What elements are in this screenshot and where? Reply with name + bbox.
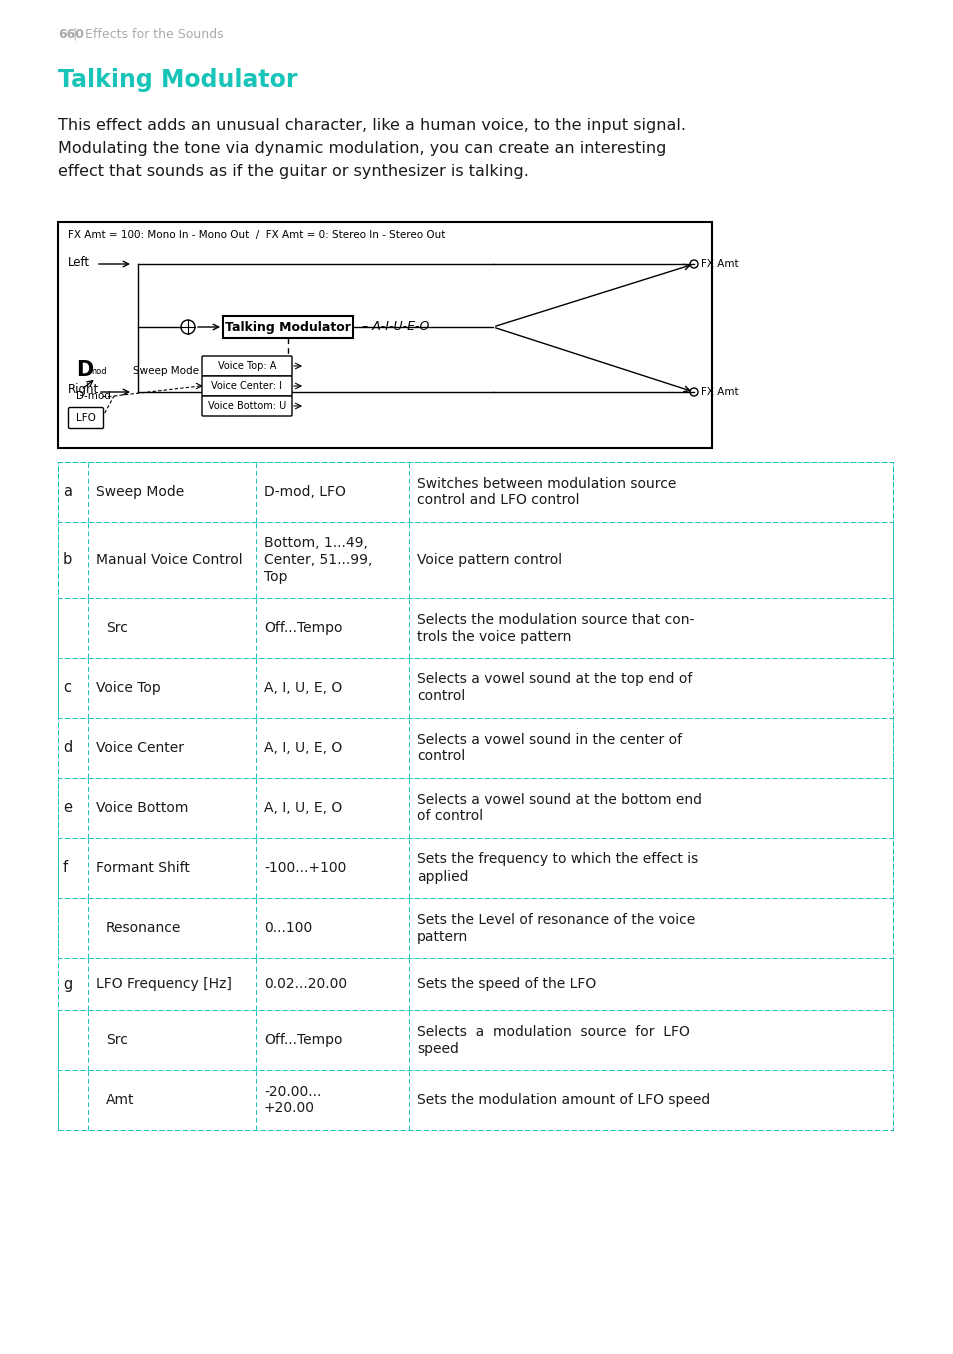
Text: Sets the Level of resonance of the voice: Sets the Level of resonance of the voice [416, 913, 695, 926]
Text: Sweep Mode: Sweep Mode [96, 485, 184, 500]
Text: FX Amt = 100: Mono In - Mono Out  /  FX Amt = 0: Stereo In - Stereo Out: FX Amt = 100: Mono In - Mono Out / FX Am… [68, 230, 445, 240]
Text: +20.00: +20.00 [264, 1102, 314, 1116]
Text: Effects for the Sounds: Effects for the Sounds [85, 28, 223, 41]
Text: 0.02...20.00: 0.02...20.00 [264, 978, 347, 991]
Text: Voice Bottom: U: Voice Bottom: U [208, 401, 286, 412]
Text: Left: Left [68, 256, 90, 268]
Text: speed: speed [416, 1041, 458, 1056]
Text: – A-I-U-E-O: – A-I-U-E-O [357, 321, 429, 333]
Text: Modulating the tone via dynamic modulation, you can create an interesting: Modulating the tone via dynamic modulati… [58, 141, 666, 156]
Text: Selects a vowel sound in the center of: Selects a vowel sound in the center of [416, 733, 681, 746]
Text: c: c [63, 681, 71, 696]
Text: control: control [416, 750, 465, 764]
Text: Sets the modulation amount of LFO speed: Sets the modulation amount of LFO speed [416, 1093, 709, 1108]
Text: Selects  a  modulation  source  for  LFO: Selects a modulation source for LFO [416, 1025, 689, 1039]
Text: Selects a vowel sound at the bottom end: Selects a vowel sound at the bottom end [416, 792, 701, 807]
Bar [58, 222, 711, 448]
Text: Voice Center: I: Voice Center: I [212, 380, 282, 391]
Text: Talking Modulator: Talking Modulator [58, 68, 297, 92]
Text: effect that sounds as if the guitar or synthesizer is talking.: effect that sounds as if the guitar or s… [58, 164, 528, 179]
Text: Selects a vowel sound at the top end of: Selects a vowel sound at the top end of [416, 673, 692, 686]
Text: Voice Top: Voice Top [96, 681, 161, 695]
Text: Center, 51...99,: Center, 51...99, [264, 552, 372, 567]
Text: of control: of control [416, 810, 482, 823]
Text: f: f [63, 861, 68, 876]
Bar [58, 959, 892, 1010]
Text: Right: Right [68, 383, 99, 397]
Text: 660: 660 [58, 28, 84, 41]
Text: A, I, U, E, O: A, I, U, E, O [264, 741, 342, 756]
FancyBboxPatch shape [202, 356, 292, 376]
Text: Talking Modulator: Talking Modulator [225, 321, 351, 333]
Text: 0...100: 0...100 [264, 921, 312, 936]
Bar [58, 1070, 892, 1131]
Text: Off...Tempo: Off...Tempo [264, 621, 342, 635]
Text: -100...+100: -100...+100 [264, 861, 346, 875]
Text: Manual Voice Control: Manual Voice Control [96, 552, 242, 567]
Text: b: b [63, 552, 72, 567]
Bar [58, 838, 892, 898]
Text: FX Amt: FX Amt [700, 387, 738, 397]
Text: Src: Src [106, 621, 128, 635]
Text: Formant Shift: Formant Shift [96, 861, 190, 875]
Text: Voice Top: A: Voice Top: A [217, 362, 276, 371]
FancyBboxPatch shape [202, 395, 292, 416]
Text: -20.00...: -20.00... [264, 1085, 321, 1098]
Text: Voice Bottom: Voice Bottom [96, 802, 188, 815]
Text: Amt: Amt [106, 1093, 134, 1108]
Bar [223, 315, 353, 338]
Text: D: D [76, 360, 93, 380]
FancyBboxPatch shape [69, 408, 103, 428]
Text: Sets the speed of the LFO: Sets the speed of the LFO [416, 978, 596, 991]
Bar [58, 658, 892, 718]
Text: control and LFO control: control and LFO control [416, 493, 578, 508]
Text: A, I, U, E, O: A, I, U, E, O [264, 681, 342, 695]
Text: Switches between modulation source: Switches between modulation source [416, 477, 676, 490]
Bar [58, 898, 892, 959]
Text: trols the voice pattern: trols the voice pattern [416, 630, 571, 643]
Text: Top: Top [264, 570, 287, 584]
FancyBboxPatch shape [202, 376, 292, 395]
Bar [58, 718, 892, 779]
Bar [58, 598, 892, 658]
Text: Sweep Mode: Sweep Mode [132, 366, 199, 376]
Text: D-mod: D-mod [76, 391, 111, 401]
Text: g: g [63, 976, 72, 991]
Text: applied: applied [416, 869, 468, 884]
Bar [58, 462, 892, 1131]
Text: LFO: LFO [76, 413, 96, 422]
Text: Selects the modulation source that con-: Selects the modulation source that con- [416, 612, 694, 627]
Text: d: d [63, 741, 72, 756]
Text: mod: mod [88, 367, 107, 376]
Text: Bottom, 1...49,: Bottom, 1...49, [264, 536, 368, 550]
Text: |: | [71, 28, 76, 41]
Text: Voice Center: Voice Center [96, 741, 184, 756]
Text: Resonance: Resonance [106, 921, 181, 936]
Text: LFO Frequency [Hz]: LFO Frequency [Hz] [96, 978, 232, 991]
Bar [58, 1010, 892, 1070]
Text: Sets the frequency to which the effect is: Sets the frequency to which the effect i… [416, 853, 698, 867]
Text: Src: Src [106, 1033, 128, 1047]
Text: pattern: pattern [416, 929, 468, 944]
Text: e: e [63, 800, 71, 815]
Text: Off...Tempo: Off...Tempo [264, 1033, 342, 1047]
Bar [58, 462, 892, 523]
Text: This effect adds an unusual character, like a human voice, to the input signal.: This effect adds an unusual character, l… [58, 118, 685, 133]
Text: a: a [63, 485, 71, 500]
Bar [58, 523, 892, 598]
Bar [58, 779, 892, 838]
Text: D-mod, LFO: D-mod, LFO [264, 485, 346, 500]
Text: control: control [416, 689, 465, 704]
Text: FX Amt: FX Amt [700, 259, 738, 269]
Text: Voice pattern control: Voice pattern control [416, 552, 561, 567]
Text: A, I, U, E, O: A, I, U, E, O [264, 802, 342, 815]
